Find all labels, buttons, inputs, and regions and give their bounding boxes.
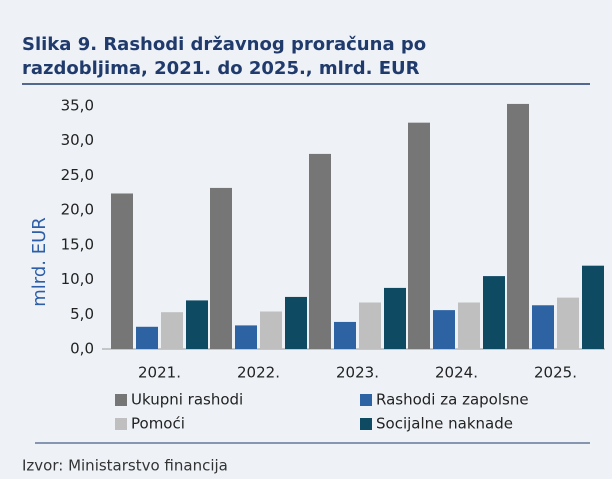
bar — [285, 296, 307, 349]
legend-swatch — [360, 418, 372, 430]
x-tick-label: 2022. — [237, 364, 280, 382]
legend-label: Ukupni rashodi — [131, 391, 243, 409]
y-tick-label: 30,0 — [61, 131, 94, 149]
bar — [483, 276, 505, 349]
legend-label: Pomoći — [131, 415, 185, 433]
bar — [136, 326, 158, 349]
bar — [557, 297, 579, 349]
y-tick-label: 35,0 — [61, 97, 94, 115]
y-tick-label: 10,0 — [61, 270, 94, 288]
bar — [111, 193, 133, 349]
y-tick-label: 20,0 — [61, 201, 94, 219]
x-tick-label: 2024. — [435, 364, 478, 382]
bar — [507, 103, 529, 349]
bar — [235, 325, 257, 349]
x-tick-label: 2023. — [336, 364, 379, 382]
bar — [260, 311, 282, 349]
legend-swatch — [360, 394, 372, 406]
legend-label: Rashodi za zapolsne — [376, 391, 529, 409]
x-tick-label: 2025. — [534, 364, 577, 382]
chart-title: Slika 9. Rashodi državnog proračuna po — [22, 34, 426, 55]
bar — [161, 312, 183, 349]
source: Izvor: Ministarstvo financija — [22, 457, 228, 475]
bar — [309, 153, 331, 349]
y-axis-label: mlrd. EUR — [29, 217, 50, 307]
x-tick-label: 2021. — [138, 364, 181, 382]
y-tick-label: 15,0 — [61, 235, 94, 253]
chart-title: razdobljima, 2021. do 2025., mlrd. EUR — [22, 58, 420, 79]
bar — [334, 321, 356, 349]
y-tick-label: 25,0 — [61, 166, 94, 184]
legend-swatch — [115, 418, 127, 430]
legend-swatch — [115, 394, 127, 406]
legend-label: Socijalne naknade — [376, 415, 513, 433]
bar — [359, 302, 381, 349]
bar — [186, 300, 208, 349]
y-tick-label: 0,0 — [70, 340, 94, 358]
bar — [582, 265, 604, 349]
bar — [210, 187, 232, 349]
bar — [408, 122, 430, 349]
bar — [384, 287, 406, 349]
bar — [532, 305, 554, 349]
y-tick-label: 5,0 — [70, 305, 94, 323]
bar — [458, 302, 480, 349]
bar — [433, 310, 455, 349]
